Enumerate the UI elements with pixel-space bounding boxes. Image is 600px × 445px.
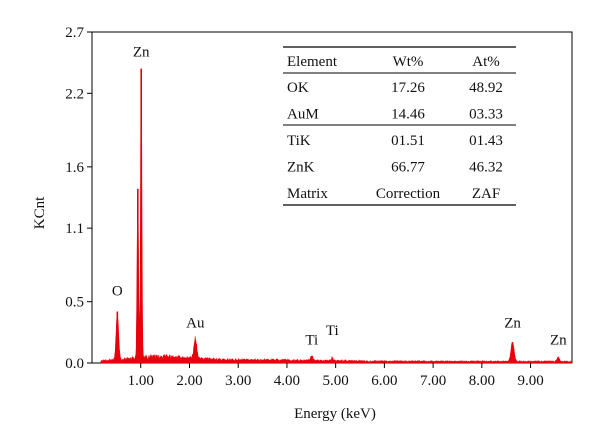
table-header-cell: Element [287, 54, 338, 70]
table-cell: Matrix [287, 186, 328, 202]
y-tick-label: 1.6 [65, 160, 84, 176]
x-tick-label: 4.00 [274, 373, 300, 389]
table-cell: 66.77 [391, 160, 425, 176]
y-tick-label: 0.5 [65, 295, 84, 311]
axes-layer: 1.00 2.00 3.00 4.00 5.00 6.00 7.00 8.00 9.00 0.0 0… [65, 25, 543, 389]
y-axis-title: KCnt [32, 196, 48, 229]
peak-label-au: Au [186, 315, 205, 331]
table-cell: 17.26 [391, 80, 425, 96]
table-cell: 03.33 [469, 107, 503, 123]
table-header-cell: Wt% [393, 54, 424, 70]
peak-label-o: O [112, 284, 123, 300]
table-cell: AuM [287, 107, 319, 123]
table-cell: 48.92 [469, 80, 503, 96]
peak-label-ti: Ti [326, 323, 339, 339]
x-tick-label: 2.00 [176, 373, 202, 389]
x-tick-label: 3.00 [225, 373, 251, 389]
table-cell: OK [287, 80, 309, 96]
table-cell: 01.43 [469, 133, 503, 149]
peak-label-ti: Ti [305, 333, 318, 349]
x-tick-label: 9.00 [517, 373, 543, 389]
table-cell: ZAF [472, 186, 500, 202]
spectrum-area [100, 68, 573, 364]
x-tick-label: 5.00 [323, 373, 349, 389]
table-cell: Correction [376, 186, 441, 202]
x-axis-title: Energy (keV) [294, 406, 376, 422]
x-tick-label: 8.00 [469, 373, 495, 389]
x-tick-label: 6.00 [371, 373, 397, 389]
y-tick-label: 2.7 [65, 25, 84, 41]
composition-table: Element Wt% At% OK 17.26 48.92 AuM 14.46 03.33 Ti… [283, 46, 516, 206]
x-tick-label: 1.00 [128, 373, 154, 389]
table-cell: ZnK [287, 160, 315, 176]
peak-label-zn: Zn [504, 315, 521, 331]
table-cell: 46.32 [469, 160, 503, 176]
peak-label-zn: Zn [133, 45, 150, 61]
table-cell: TiK [287, 133, 311, 149]
peak-label-layer: Zn O Au Ti Ti Zn Zn [112, 45, 567, 349]
peak-label-zn: Zn [550, 333, 567, 349]
table-cell: 14.46 [391, 107, 425, 123]
y-tick-label: 0.0 [65, 356, 84, 372]
y-tick-label: 1.1 [65, 221, 84, 237]
table-header-cell: At% [472, 54, 500, 70]
table-cell: 01.51 [391, 133, 425, 149]
spectrum-layer [100, 68, 573, 364]
x-tick-label: 7.00 [420, 373, 446, 389]
y-tick-label: 2.2 [65, 86, 84, 102]
